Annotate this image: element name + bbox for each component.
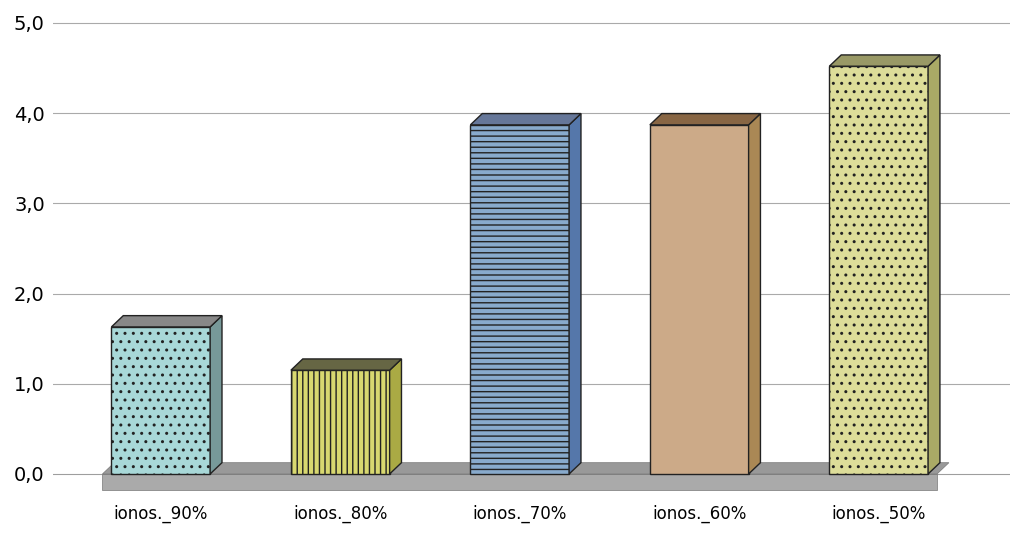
Bar (112, 327, 210, 474)
Bar (291, 370, 389, 474)
Polygon shape (291, 359, 401, 370)
Polygon shape (470, 113, 581, 125)
Polygon shape (569, 113, 581, 474)
Polygon shape (749, 113, 761, 474)
Bar (102, 474, 937, 490)
Polygon shape (102, 463, 949, 474)
Bar (650, 125, 749, 474)
Polygon shape (389, 359, 401, 474)
Bar (470, 125, 569, 474)
Polygon shape (829, 55, 940, 66)
Polygon shape (650, 113, 761, 125)
Bar (829, 66, 928, 474)
Polygon shape (928, 55, 940, 474)
Polygon shape (112, 316, 222, 327)
Polygon shape (210, 316, 222, 474)
